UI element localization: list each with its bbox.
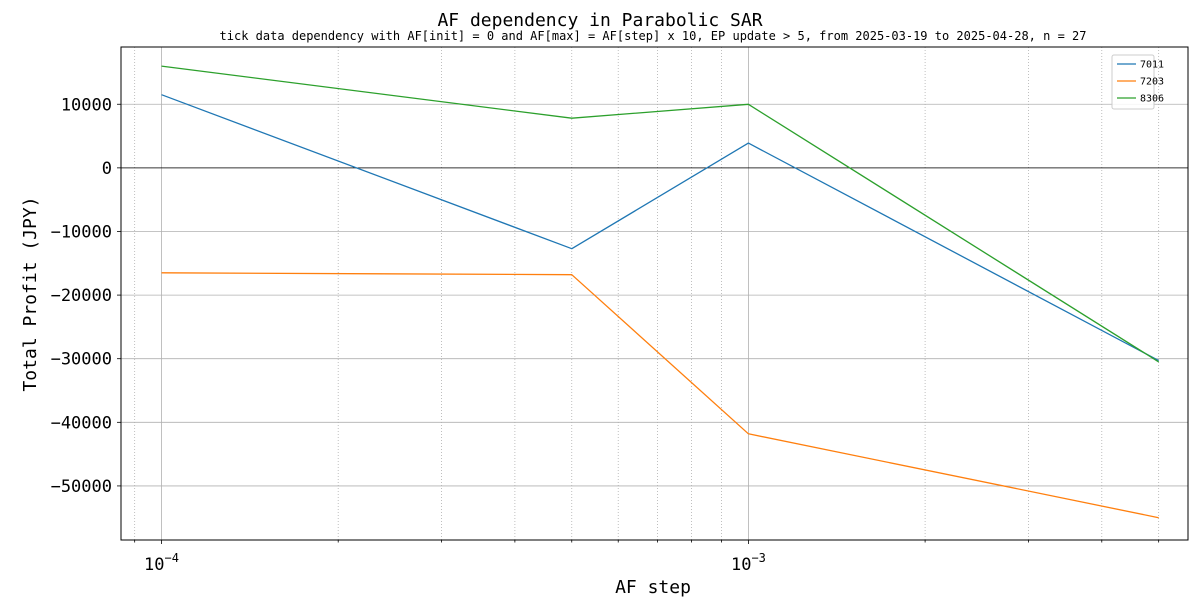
chart-subtitle: tick data dependency with AF[init] = 0 a… [220,29,1087,43]
series-line-7011 [161,94,1160,362]
y-axis-ticks: 10000 0 −10000 −20000 −30000 −40000 −50000 [51,95,121,497]
y-tick-label-3: −20000 [51,286,112,306]
y-tick-label-5: −40000 [51,413,112,433]
x-tick-label-base: 10 [144,555,164,575]
x-tick-label-exponent: −3 [751,551,765,565]
x-tick-label-base: 10 [731,555,751,575]
y-tick-label-0: 10000 [61,95,112,115]
y-axis-label: Total Profit (JPY) [20,196,41,391]
legend-label-8306: 8306 [1140,94,1164,105]
legend-label-7011: 7011 [1140,60,1164,71]
y-tick-label-1: 0 [102,159,112,179]
series-lines [161,65,1160,519]
chart-title: AF dependency in Parabolic SAR [437,10,762,31]
x-axis-label: AF step [615,577,691,598]
major-gridlines [121,47,1188,540]
minor-gridlines [134,47,1160,540]
x-tick-label-0: 10−4 [144,551,179,575]
series-line-7203 [161,272,1159,519]
legend-label-7203: 7203 [1140,77,1164,88]
legend-box [1111,54,1155,110]
y-tick-label-4: −30000 [51,350,112,370]
plot-frame [120,46,1189,541]
x-tick-label-1: 10−3 [731,551,766,575]
y-tick-label-6: −50000 [51,477,112,497]
legend[interactable]: 7011 7203 8306 [1111,54,1164,110]
series-line-8306 [161,65,1160,363]
x-tick-label-exponent: −4 [165,551,179,565]
x-axis-ticks: 10−4 10−3 [134,540,1160,575]
y-tick-label-2: −10000 [51,222,112,242]
